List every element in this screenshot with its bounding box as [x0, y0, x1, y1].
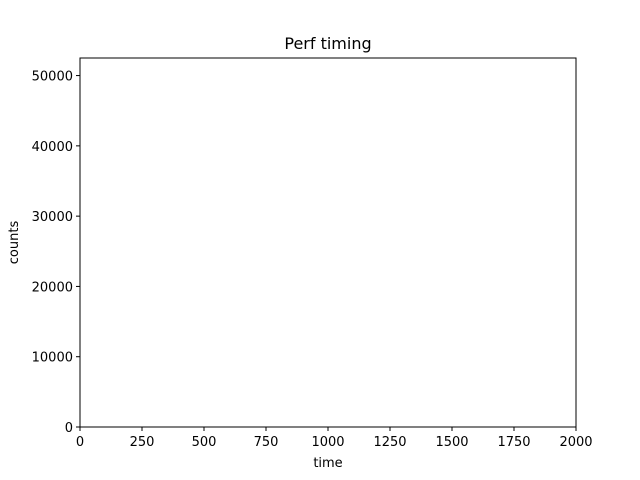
x-tick-label: 250: [130, 435, 155, 450]
y-axis-label: counts: [7, 221, 22, 265]
x-tick-label: 750: [254, 435, 279, 450]
x-tick-label: 0: [76, 435, 84, 450]
y-tick-label: 0: [65, 421, 73, 436]
y-tick-label: 40000: [32, 140, 73, 155]
x-axis-label: time: [313, 456, 342, 471]
plot-area: [79, 57, 577, 428]
y-axis: 0 10000 20000 30000 40000 50000: [32, 70, 80, 436]
y-tick-label: 20000: [32, 280, 73, 295]
y-tick-label: 50000: [32, 70, 73, 85]
x-tick-label: 1250: [373, 435, 406, 450]
x-tick-label: 1500: [435, 435, 468, 450]
x-tick-label: 500: [192, 435, 217, 450]
y-tick-label: 10000: [32, 351, 73, 366]
x-tick-label: 2000: [559, 435, 592, 450]
x-tick-label: 1000: [311, 435, 344, 450]
chart-title: Perf timing: [284, 34, 371, 53]
x-tick-label: 1750: [497, 435, 530, 450]
x-axis: 0 250 500 750 1000 1250 1500 1750 2000: [76, 427, 593, 450]
y-tick-label: 30000: [32, 210, 73, 225]
